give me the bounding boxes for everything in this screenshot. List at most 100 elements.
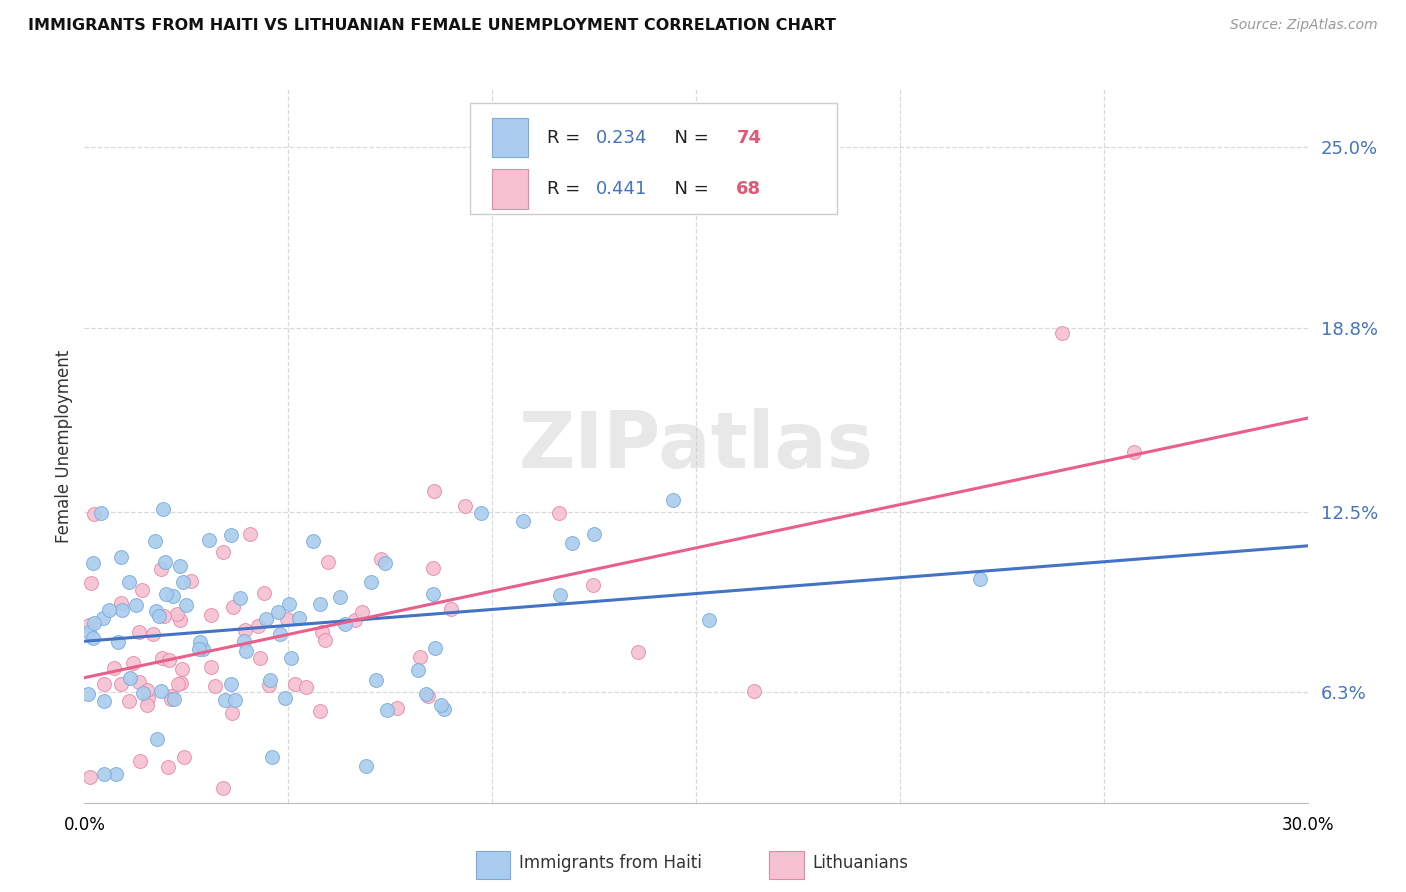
Point	[744, 684, 766, 698]
Point	[311, 625, 333, 640]
FancyBboxPatch shape	[492, 118, 529, 157]
Point	[280, 651, 302, 665]
Point	[229, 591, 252, 605]
Point	[122, 656, 145, 670]
Point	[470, 506, 492, 520]
Point	[110, 550, 132, 565]
Point	[82, 556, 104, 570]
Text: IMMIGRANTS FROM HAITI VS LITHUANIAN FEMALE UNEMPLOYMENT CORRELATION CHART: IMMIGRANTS FROM HAITI VS LITHUANIAN FEMA…	[28, 18, 837, 33]
Point	[1052, 326, 1074, 340]
Point	[370, 552, 392, 566]
Text: N =: N =	[664, 128, 714, 146]
Point	[197, 533, 219, 547]
Point	[259, 673, 281, 687]
Point	[374, 556, 396, 570]
Point	[110, 596, 132, 610]
Point	[156, 759, 179, 773]
Point	[172, 575, 194, 590]
Point	[153, 609, 176, 624]
Point	[699, 613, 721, 627]
Point	[79, 618, 101, 632]
Point	[128, 624, 150, 639]
Point	[387, 701, 409, 715]
Point	[79, 770, 101, 784]
FancyBboxPatch shape	[475, 851, 510, 880]
Point	[118, 671, 141, 685]
Point	[93, 676, 115, 690]
Point	[82, 631, 104, 645]
Point	[295, 681, 318, 695]
Point	[433, 702, 456, 716]
Point	[135, 698, 157, 712]
Point	[107, 634, 129, 648]
Point	[214, 692, 236, 706]
Point	[90, 506, 112, 520]
Point	[169, 613, 191, 627]
Point	[344, 614, 367, 628]
Point	[200, 660, 222, 674]
Point	[430, 698, 453, 713]
Point	[548, 588, 571, 602]
Point	[153, 556, 176, 570]
Point	[333, 617, 356, 632]
Point	[224, 693, 246, 707]
Point	[314, 633, 336, 648]
FancyBboxPatch shape	[769, 851, 804, 880]
Text: N =: N =	[664, 180, 714, 198]
Point	[329, 590, 352, 604]
Point	[150, 562, 173, 576]
Text: ZIPatlas: ZIPatlas	[519, 408, 873, 484]
Point	[582, 578, 605, 592]
Point	[354, 758, 377, 772]
Point	[221, 706, 243, 720]
Point	[131, 582, 153, 597]
Point	[83, 507, 105, 521]
Point	[266, 605, 288, 619]
Point	[409, 649, 432, 664]
Point	[118, 575, 141, 590]
Point	[136, 683, 159, 698]
Point	[582, 527, 605, 541]
Point	[169, 675, 191, 690]
Point	[103, 661, 125, 675]
Text: R =: R =	[547, 180, 586, 198]
Point	[309, 597, 332, 611]
Point	[173, 750, 195, 764]
Point	[308, 705, 330, 719]
Point	[77, 687, 100, 701]
Point	[364, 673, 387, 687]
Point	[150, 684, 173, 698]
Text: 0.234: 0.234	[596, 128, 647, 146]
Point	[129, 754, 152, 768]
Point	[249, 651, 271, 665]
Text: Immigrants from Haiti: Immigrants from Haiti	[519, 855, 702, 872]
Point	[190, 635, 212, 649]
Point	[204, 679, 226, 693]
Point	[157, 653, 180, 667]
Point	[284, 677, 307, 691]
Point	[454, 499, 477, 513]
Point	[170, 662, 193, 676]
Point	[233, 623, 256, 637]
Point	[219, 677, 242, 691]
Point	[111, 603, 134, 617]
FancyBboxPatch shape	[492, 169, 529, 209]
Point	[318, 555, 340, 569]
Point	[561, 536, 583, 550]
Point	[239, 527, 262, 541]
Point	[219, 527, 242, 541]
Point	[212, 545, 235, 559]
Point	[422, 560, 444, 574]
Point	[136, 690, 159, 705]
Point	[662, 493, 685, 508]
Point	[512, 514, 534, 528]
Point	[406, 663, 429, 677]
Point	[425, 641, 447, 656]
Text: Source: ZipAtlas.com: Source: ZipAtlas.com	[1230, 18, 1378, 32]
Point	[152, 502, 174, 516]
Point	[187, 641, 209, 656]
Text: Lithuanians: Lithuanians	[813, 855, 908, 872]
Point	[180, 574, 202, 588]
Point	[142, 627, 165, 641]
Point	[91, 610, 114, 624]
